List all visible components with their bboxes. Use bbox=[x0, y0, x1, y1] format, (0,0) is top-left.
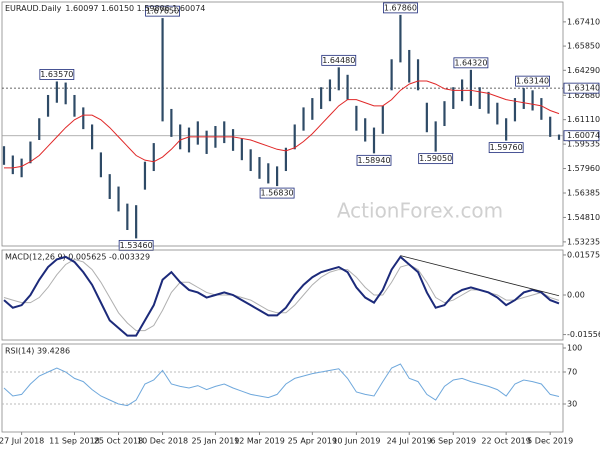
annotation-label: 1.56830 bbox=[261, 189, 294, 198]
y-tick-label: 1.67410 bbox=[567, 17, 600, 26]
y-tick-label: 1.62680 bbox=[567, 91, 600, 100]
price-box-label: 1.63140 bbox=[567, 84, 600, 93]
annotation-box bbox=[515, 75, 550, 87]
annotation-box bbox=[39, 69, 75, 80]
panel-frame bbox=[1, 343, 564, 433]
y-tick-label: 0.01575 bbox=[567, 250, 600, 259]
y-tick-label: -0.015568 bbox=[567, 330, 600, 339]
y-tick-label: 1.54810 bbox=[567, 213, 600, 222]
annotation-box bbox=[383, 2, 418, 14]
annotation-box bbox=[356, 154, 392, 166]
panel-title: MACD(12,26,9) 0.005625 -0.003329 bbox=[5, 253, 150, 262]
panel-frame bbox=[1, 1, 564, 247]
annotation-box bbox=[145, 5, 180, 17]
y-tick-label: 1.59535 bbox=[567, 140, 600, 149]
rsi-line bbox=[3, 363, 560, 407]
macd-line bbox=[3, 255, 560, 337]
chart-title: EURAUD.Daily 1.60097 1.60150 1.59806 1.60… bbox=[5, 4, 205, 13]
y-tick-label: 1.53235 bbox=[567, 237, 600, 246]
x-tick-label: 25 Oct 2018 bbox=[94, 437, 143, 446]
x-tick-label: 10 Dec 2018 bbox=[137, 437, 188, 446]
x-tick-label: 6 Sep 2019 bbox=[430, 437, 476, 446]
watermark: ActionForex.com bbox=[337, 199, 503, 223]
y-tick-label: 1.61110 bbox=[567, 115, 600, 124]
y-tick-label: 1.56385 bbox=[567, 188, 600, 197]
x-tick-label: 10 Jun 2019 bbox=[332, 437, 380, 446]
x-tick-label: 27 Jul 2018 bbox=[0, 437, 44, 446]
annotation-label: 1.59760 bbox=[490, 143, 523, 152]
trendline bbox=[400, 255, 560, 297]
annotation-box bbox=[259, 187, 295, 199]
y-tick-label: 1.64290 bbox=[567, 66, 600, 75]
y-tick-label: 0.00 bbox=[567, 291, 585, 300]
moving-average bbox=[4, 80, 560, 169]
annotation-box bbox=[418, 153, 454, 165]
annotation-label: 1.63140 bbox=[516, 77, 549, 86]
y-tick-label: 30 bbox=[567, 400, 577, 409]
annotation-label: 1.58940 bbox=[357, 156, 390, 165]
x-tick-label: 25 Apr 2019 bbox=[288, 437, 337, 446]
x-tick-label: 12 Mar 2019 bbox=[234, 437, 285, 446]
annotation-label: 1.63570 bbox=[40, 70, 73, 79]
price-box bbox=[563, 82, 600, 94]
x-tick-label: 25 Jan 2019 bbox=[191, 437, 239, 446]
x-tick-label: 5 Dec 2019 bbox=[527, 437, 573, 446]
y-tick-label: 70 bbox=[567, 368, 577, 377]
chart-title: EURAUD.Daily bbox=[5, 4, 62, 13]
annotation-label: 1.67650 bbox=[146, 7, 179, 16]
annotation-label: 1.53460 bbox=[120, 241, 153, 250]
quote: 1.60097 1.60150 1.59806 1.60074 bbox=[65, 4, 205, 13]
annotation-label: 1.59050 bbox=[419, 154, 452, 163]
y-tick-label: 1.65850 bbox=[567, 42, 600, 51]
price-box-label: 1.60074 bbox=[567, 131, 600, 140]
y-tick-label: 100 bbox=[567, 344, 582, 353]
annotation-box bbox=[321, 54, 357, 66]
annotation-label: 1.64320 bbox=[454, 58, 487, 67]
annotation-label: 1.64480 bbox=[322, 56, 355, 65]
annotation-box bbox=[453, 57, 489, 69]
panel-title: RSI(14) 39.4286 bbox=[5, 347, 70, 356]
x-tick-label: 24 Jul 2019 bbox=[387, 437, 432, 446]
y-tick-label: 1.57960 bbox=[567, 164, 600, 173]
annotation-label: 1.67860 bbox=[384, 3, 417, 12]
x-tick-label: 11 Sep 2018 bbox=[49, 437, 100, 446]
annotation-box bbox=[488, 142, 524, 154]
price-box bbox=[563, 130, 600, 142]
x-tick-label: 22 Oct 2019 bbox=[481, 437, 530, 446]
